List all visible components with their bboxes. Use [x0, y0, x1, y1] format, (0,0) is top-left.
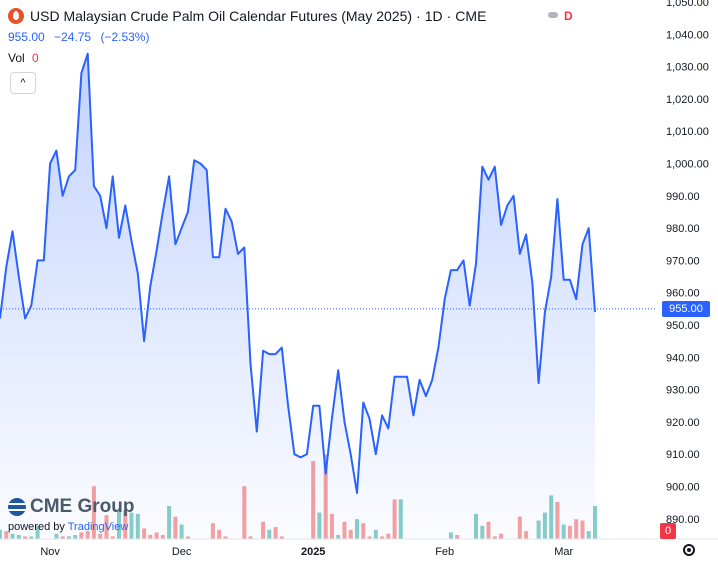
collapse-legend-button[interactable]: ^ — [10, 72, 36, 94]
time-tick-label: Mar — [554, 546, 573, 558]
price-tick-label: 930.00 — [666, 385, 700, 397]
time-tick-label: Nov — [40, 546, 60, 558]
price-tick-label: 910.00 — [666, 449, 700, 461]
chevron-up-icon: ^ — [20, 77, 26, 89]
last-price-tag: 955.00 — [662, 300, 710, 317]
powered-by-label: powered by — [8, 521, 65, 533]
time-tick-label: Feb — [435, 546, 454, 558]
price-tick-label: 1,040.00 — [666, 29, 709, 41]
price-tick-label: 900.00 — [666, 482, 700, 494]
price-tick-label: 890.00 — [666, 514, 700, 526]
price-tick-label: 970.00 — [666, 255, 700, 267]
price-tick-label: 1,050.00 — [666, 0, 709, 9]
quote-row: 955.00 −24.75 (−2.53%) — [8, 30, 155, 44]
volume-label: Vol — [8, 51, 25, 65]
price-change-percent: (−2.53%) — [100, 30, 150, 44]
market-status-icon[interactable] — [548, 12, 558, 18]
interval-label[interactable]: 1D — [424, 8, 443, 24]
symbol-title[interactable]: USD Malaysian Crude Palm Oil Calendar Fu… — [30, 8, 413, 24]
price-tick-label: 990.00 — [666, 191, 700, 203]
price-tick-label: 1,030.00 — [666, 62, 709, 74]
price-tick-label: 980.00 — [666, 223, 700, 235]
settings-gear-icon[interactable] — [683, 544, 695, 556]
volume-legend[interactable]: Vol 0 — [8, 51, 39, 65]
price-tick-label: 1,020.00 — [666, 94, 709, 106]
volume-value: 0 — [32, 51, 39, 65]
header-separator: · — [446, 8, 452, 24]
branding: CME Group powered by TradingView — [8, 496, 135, 533]
market-status-badge[interactable]: D — [564, 9, 573, 23]
tradingview-link[interactable]: TradingView — [67, 521, 129, 533]
chart-header: USD Malaysian Crude Palm Oil Calendar Fu… — [8, 8, 486, 24]
time-axis[interactable]: Nov Dec 2025 Feb Mar — [40, 546, 573, 558]
price-tick-label: 920.00 — [666, 417, 700, 429]
header-separator: · — [416, 8, 421, 24]
price-tick-label: 1,010.00 — [666, 126, 709, 138]
price-tick-label: 940.00 — [666, 352, 700, 364]
time-tick-label: 2025 — [301, 546, 325, 558]
cme-globe-icon — [8, 498, 26, 516]
palm-oil-drop-icon — [8, 8, 24, 24]
price-line — [0, 52, 596, 494]
price-axis[interactable]: 1,050.00 1,040.00 1,030.00 1,020.00 1,010.00… — [666, 0, 709, 526]
cme-group-logo: CME Group — [8, 496, 135, 518]
price-tick-label: 960.00 — [666, 288, 700, 300]
price-change: −24.75 — [54, 30, 92, 44]
price-area-fill — [0, 53, 595, 539]
price-tick-label: 1,000.00 — [666, 159, 709, 171]
time-tick-label: Dec — [172, 546, 192, 558]
last-price: 955.00 — [8, 30, 45, 44]
volume-tag: 0 — [660, 523, 676, 539]
price-tick-label: 950.00 — [666, 320, 700, 332]
exchange-label: CME — [455, 8, 487, 24]
powered-by[interactable]: powered by TradingView — [8, 521, 135, 533]
cme-group-name: CME Group — [30, 496, 135, 517]
